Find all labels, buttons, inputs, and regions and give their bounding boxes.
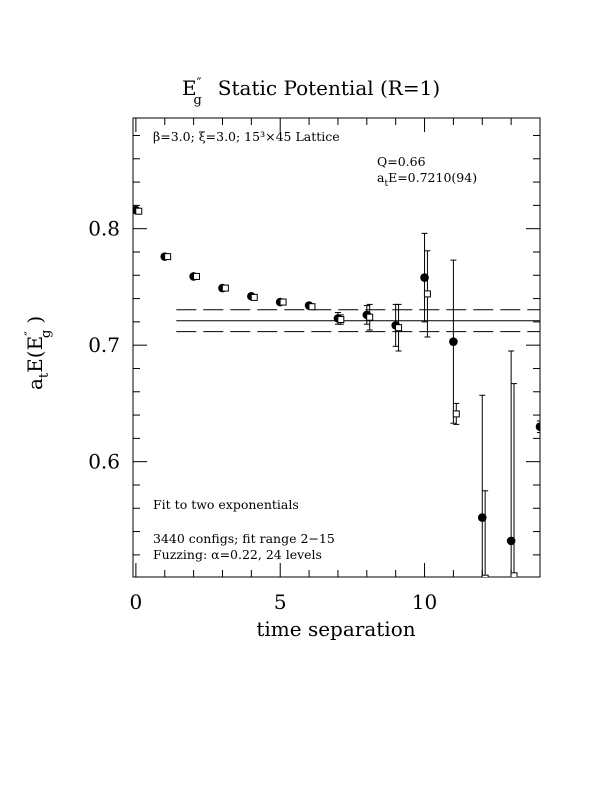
- data-point: [366, 303, 374, 331]
- energy-annotation: atE=0.7210(94): [377, 170, 477, 189]
- y-title-sub-t: t: [37, 372, 52, 378]
- x-tick-labels: 0 5 10: [130, 590, 438, 614]
- x-tick-label: 5: [274, 590, 287, 614]
- marker-open-square: [423, 290, 431, 298]
- data-point: [221, 284, 229, 292]
- y-title-a: a: [23, 378, 47, 390]
- x-axis-title: time separation: [256, 617, 415, 641]
- plot-frame: [132, 117, 541, 578]
- title-rest: Static Potential (R=1): [218, 76, 440, 100]
- data-point: [420, 232, 429, 323]
- data-point: [164, 253, 172, 261]
- x-tick-label: 0: [130, 590, 143, 614]
- marker-open-square: [193, 272, 201, 280]
- marker-open-square: [510, 572, 518, 577]
- marker-open-square: [337, 316, 345, 324]
- marker-filled-circle: [420, 273, 429, 282]
- marker-filled-circle: [477, 513, 487, 522]
- chart-title: E″ g Static Potential (R=1): [182, 76, 440, 108]
- marker-open-square: [135, 207, 143, 215]
- lattice-annotation: β=3.0; ξ=3.0; 15³×45 Lattice: [153, 129, 340, 144]
- fit-annotation: Fit to two exponentials: [153, 497, 299, 512]
- q-annotation: Q=0.66: [377, 154, 426, 169]
- marker-open-square: [221, 284, 229, 292]
- data-point: [423, 250, 431, 338]
- marker-open-square: [164, 253, 172, 261]
- data-point: [449, 259, 458, 424]
- data-point: [510, 383, 518, 577]
- data-point: [337, 314, 345, 325]
- data-point: [395, 303, 403, 352]
- data-point: [279, 298, 287, 306]
- fuzzing-annotation: Fuzzing: α=0.22, 24 levels: [153, 547, 322, 562]
- data-point: [193, 272, 201, 280]
- marker-open-square: [279, 298, 287, 306]
- title-double-prime: ″: [197, 76, 202, 91]
- x-tick-label: 10: [412, 590, 437, 614]
- marker-open-square: [308, 303, 316, 311]
- marker-filled-circle: [535, 422, 540, 432]
- y-title-close: ): [23, 316, 47, 324]
- energy-a: a: [377, 170, 385, 185]
- data-point: [250, 293, 258, 301]
- marker-filled-circle: [449, 337, 458, 346]
- y-title-e: E(E: [23, 336, 47, 373]
- marker-open-square: [481, 574, 489, 577]
- data-point: [452, 402, 460, 425]
- data-point: [481, 490, 489, 577]
- y-title-sub-g: g: [39, 330, 54, 338]
- y-tick-labels: 0.6 0.7 0.8: [88, 217, 120, 474]
- data-point: [477, 394, 487, 577]
- fit-band: [176, 309, 540, 333]
- marker-open-square: [452, 410, 460, 418]
- energy-rest: E=0.7210(94): [388, 170, 477, 185]
- data-point: [308, 303, 316, 311]
- data-point: [506, 350, 516, 577]
- marker-open-square: [250, 293, 258, 301]
- y-tick-label: 0.7: [88, 333, 120, 357]
- axis-ticks: [133, 118, 541, 577]
- y-title-double-prime: ″: [23, 331, 38, 336]
- title-subscript-g: g: [193, 93, 201, 108]
- marker-open-square: [395, 324, 403, 332]
- title-e: E: [182, 76, 197, 100]
- marker-filled-circle: [506, 536, 516, 546]
- data-point: [535, 420, 540, 434]
- y-axis-title: atE(E″g): [23, 316, 54, 390]
- marker-open-square: [366, 313, 374, 321]
- configs-annotation: 3440 configs; fit range 2−15: [153, 531, 335, 546]
- data-points: [133, 205, 540, 577]
- data-point: [135, 207, 143, 215]
- y-tick-label: 0.6: [88, 450, 120, 474]
- energy-sub-t: t: [384, 179, 388, 189]
- y-tick-label: 0.8: [88, 217, 120, 241]
